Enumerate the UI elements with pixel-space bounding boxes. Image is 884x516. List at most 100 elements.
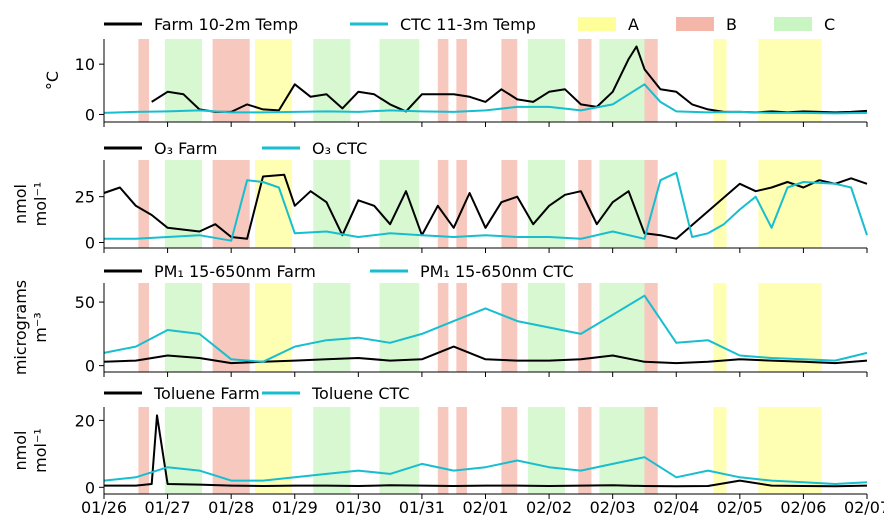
shaded-period-b bbox=[437, 283, 449, 372]
shaded-period-b bbox=[501, 39, 518, 122]
shaded-period-c bbox=[379, 407, 420, 494]
shaded-period-b bbox=[437, 39, 449, 122]
shaded-period-b bbox=[437, 407, 449, 494]
x-tick-label: 02/03 bbox=[590, 498, 636, 516]
shaded-period-b bbox=[644, 407, 658, 494]
x-tick-label: 02/01 bbox=[462, 498, 508, 516]
shaded-period-a bbox=[713, 39, 727, 122]
x-tick-label: 02/06 bbox=[780, 498, 826, 516]
series-line-farm bbox=[103, 345, 868, 365]
shaded-period-b bbox=[578, 407, 592, 494]
y-axis-label: nmolmol⁻¹ bbox=[11, 428, 50, 473]
panel-1: 0 10 °C Farm 10-2m Temp CTC 11-3m Temp A B C bbox=[43, 15, 868, 127]
series-line-ctc bbox=[103, 83, 868, 115]
shaded-period-b bbox=[578, 283, 592, 372]
legend: O₃ Farm O₃ CTC bbox=[104, 139, 367, 158]
y-tick-label: 25 bbox=[75, 188, 95, 207]
panel-2: 0 25 nmolmol⁻¹ O₃ Farm O₃ CTC bbox=[11, 139, 868, 253]
shaded-period-a bbox=[713, 283, 727, 372]
shaded-period-b bbox=[212, 407, 250, 494]
shaded-period-b bbox=[437, 160, 449, 248]
legend-patch-swatch bbox=[676, 17, 714, 31]
series-line-farm bbox=[103, 173, 868, 240]
shaded-period-c bbox=[527, 39, 565, 122]
shaded-period-a bbox=[713, 407, 727, 494]
shaded-period-b bbox=[138, 160, 150, 248]
y-axis-label: nmolmol⁻¹ bbox=[11, 182, 50, 227]
shaded-period-c bbox=[599, 39, 645, 122]
x-tick-label: 01/30 bbox=[335, 498, 381, 516]
legend-label: PM₁ 15-650nm CTC bbox=[420, 262, 574, 281]
legend-label: Toluene CTC bbox=[311, 384, 410, 403]
shaded-period-c bbox=[313, 283, 351, 372]
x-tick-label: 01/26 bbox=[81, 498, 127, 516]
shaded-period-a bbox=[713, 160, 727, 248]
shaded-period-c bbox=[164, 160, 203, 248]
shaded-period-c bbox=[599, 160, 645, 248]
legend-patch-swatch bbox=[774, 17, 812, 31]
x-tick-label: 01/29 bbox=[272, 498, 318, 516]
series-line-ctc bbox=[103, 294, 868, 363]
legend-label: O₃ CTC bbox=[312, 139, 367, 158]
shaded-period-b bbox=[456, 160, 467, 248]
shaded-period-c bbox=[313, 39, 351, 122]
shaded-period-c bbox=[313, 407, 351, 494]
shaded-period-c bbox=[164, 407, 203, 494]
legend: PM₁ 15-650nm Farm PM₁ 15-650nm CTC bbox=[104, 262, 574, 281]
shaded-period-b bbox=[212, 283, 250, 372]
shaded-period-b bbox=[578, 39, 592, 122]
y-tick-label: 0 bbox=[85, 105, 95, 124]
legend-label: PM₁ 15-650nm Farm bbox=[154, 262, 316, 281]
legend-label: A bbox=[628, 15, 639, 34]
shaded-period-c bbox=[379, 283, 420, 372]
legend-label: O₃ Farm bbox=[154, 139, 218, 158]
shaded-period-a bbox=[255, 283, 293, 372]
x-tick-label: 02/04 bbox=[653, 498, 699, 516]
y-axis-label: °C bbox=[43, 71, 62, 90]
panel-4: 0 20 01/26 01/27 01/28 01/29 01/30 01/31 02/01 02… bbox=[11, 384, 884, 516]
shaded-period-b bbox=[138, 283, 150, 372]
y-axis-label: microgramsm⁻³ bbox=[11, 280, 50, 375]
series-line-farm bbox=[104, 414, 868, 488]
y-tick-label: 20 bbox=[75, 411, 95, 430]
y-tick-label: 0 bbox=[85, 478, 95, 497]
y-tick-label: 50 bbox=[75, 293, 95, 312]
shaded-period-b bbox=[501, 407, 518, 494]
legend-label: Toluene Farm bbox=[153, 384, 260, 403]
shaded-period-a bbox=[255, 160, 293, 248]
shaded-period-b bbox=[138, 407, 150, 494]
shaded-period-b bbox=[212, 39, 250, 122]
shaded-period-b bbox=[456, 283, 467, 372]
shaded-period-c bbox=[599, 283, 645, 372]
legend-label: B bbox=[726, 15, 737, 34]
x-tick-label: 01/28 bbox=[208, 498, 254, 516]
shaded-period-b bbox=[644, 39, 658, 122]
shaded-period-b bbox=[578, 160, 592, 248]
legend-patch-swatch bbox=[578, 17, 616, 31]
x-tick-label: 02/02 bbox=[526, 498, 572, 516]
series-line-ctc bbox=[103, 456, 868, 485]
shaded-period-c bbox=[599, 407, 645, 494]
shaded-period-c bbox=[527, 407, 565, 494]
shaded-period-b bbox=[456, 407, 467, 494]
legend: Toluene Farm Toluene CTC bbox=[104, 384, 410, 403]
shaded-period-c bbox=[527, 160, 565, 248]
x-tick-label: 02/05 bbox=[717, 498, 763, 516]
x-tick-label: 02/07 bbox=[844, 498, 884, 516]
shaded-period-b bbox=[212, 160, 250, 248]
shaded-period-b bbox=[501, 283, 518, 372]
shaded-period-b bbox=[644, 283, 658, 372]
shaded-period-c bbox=[164, 39, 203, 122]
legend-label: C bbox=[824, 15, 835, 34]
legend: Farm 10-2m Temp CTC 11-3m Temp A B C bbox=[104, 15, 835, 34]
shaded-period-a bbox=[758, 160, 822, 248]
legend-label: CTC 11-3m Temp bbox=[400, 15, 536, 34]
y-tick-label: 0 bbox=[85, 234, 95, 253]
shaded-period-b bbox=[501, 160, 518, 248]
shaded-period-b bbox=[456, 39, 467, 122]
series-line-ctc bbox=[104, 171, 868, 242]
shaded-period-a bbox=[758, 39, 822, 122]
legend-label: Farm 10-2m Temp bbox=[154, 15, 298, 34]
